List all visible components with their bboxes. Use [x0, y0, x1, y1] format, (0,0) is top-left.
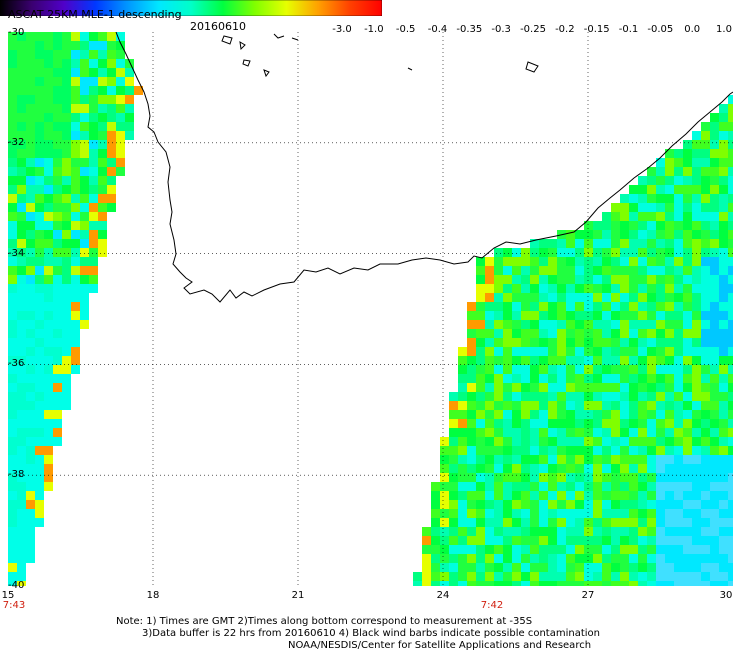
- latitude-label: -38: [8, 469, 25, 481]
- color-scale-label: -0.3: [491, 24, 511, 35]
- longitude-label: 27: [581, 590, 595, 601]
- color-scale-label: -0.1: [618, 24, 639, 35]
- color-scale-label: -3.0: [332, 24, 352, 35]
- color-scale-label: -0.15: [583, 24, 610, 35]
- footnote-line-2: 3)Data buffer is 22 hrs from 20160610 4)…: [142, 628, 600, 639]
- product-date: 20160610: [190, 20, 246, 33]
- ascat-swath-east: [413, 95, 733, 586]
- color-scale-label: -0.05: [647, 24, 674, 35]
- longitude-label: 15: [1, 590, 15, 601]
- longitude-label: 30: [719, 590, 733, 601]
- product-title: ASCAT 25KM MLE-1 descending: [8, 8, 182, 21]
- pass-time-east: 7:42: [480, 600, 504, 611]
- longitude-label: 21: [291, 590, 305, 601]
- latitude-label: -32: [8, 136, 25, 148]
- longitude-label: 18: [146, 590, 160, 601]
- color-scale-label: 0.0: [684, 24, 701, 35]
- longitude-label: 24: [436, 590, 450, 601]
- latitude-label: -30: [8, 27, 25, 38]
- latitude-label: -40: [8, 580, 25, 591]
- wind-map: [8, 32, 733, 586]
- color-scale-label: -0.4: [427, 24, 448, 35]
- coastline: [115, 32, 733, 303]
- color-scale-label: -0.5: [395, 24, 416, 35]
- color-scale-label: 1.0: [716, 24, 732, 35]
- color-scale-label: -1.0: [364, 24, 384, 35]
- lat-lon-grid: [8, 32, 733, 586]
- latitude-label: -36: [8, 358, 25, 370]
- color-scale-label: -0.2: [555, 24, 575, 35]
- footnote-line-3: NOAA/NESDIS/Center for Satellite Applica…: [288, 640, 592, 651]
- ascat-swath-west: [8, 32, 143, 586]
- pass-time-west: 7:43: [2, 600, 26, 611]
- color-scale-label: -0.25: [520, 24, 546, 35]
- latitude-label: -34: [8, 247, 25, 259]
- footnote-line-1: Note: 1) Times are GMT 2)Times along bot…: [116, 616, 533, 627]
- color-scale-label: -0.35: [456, 24, 483, 35]
